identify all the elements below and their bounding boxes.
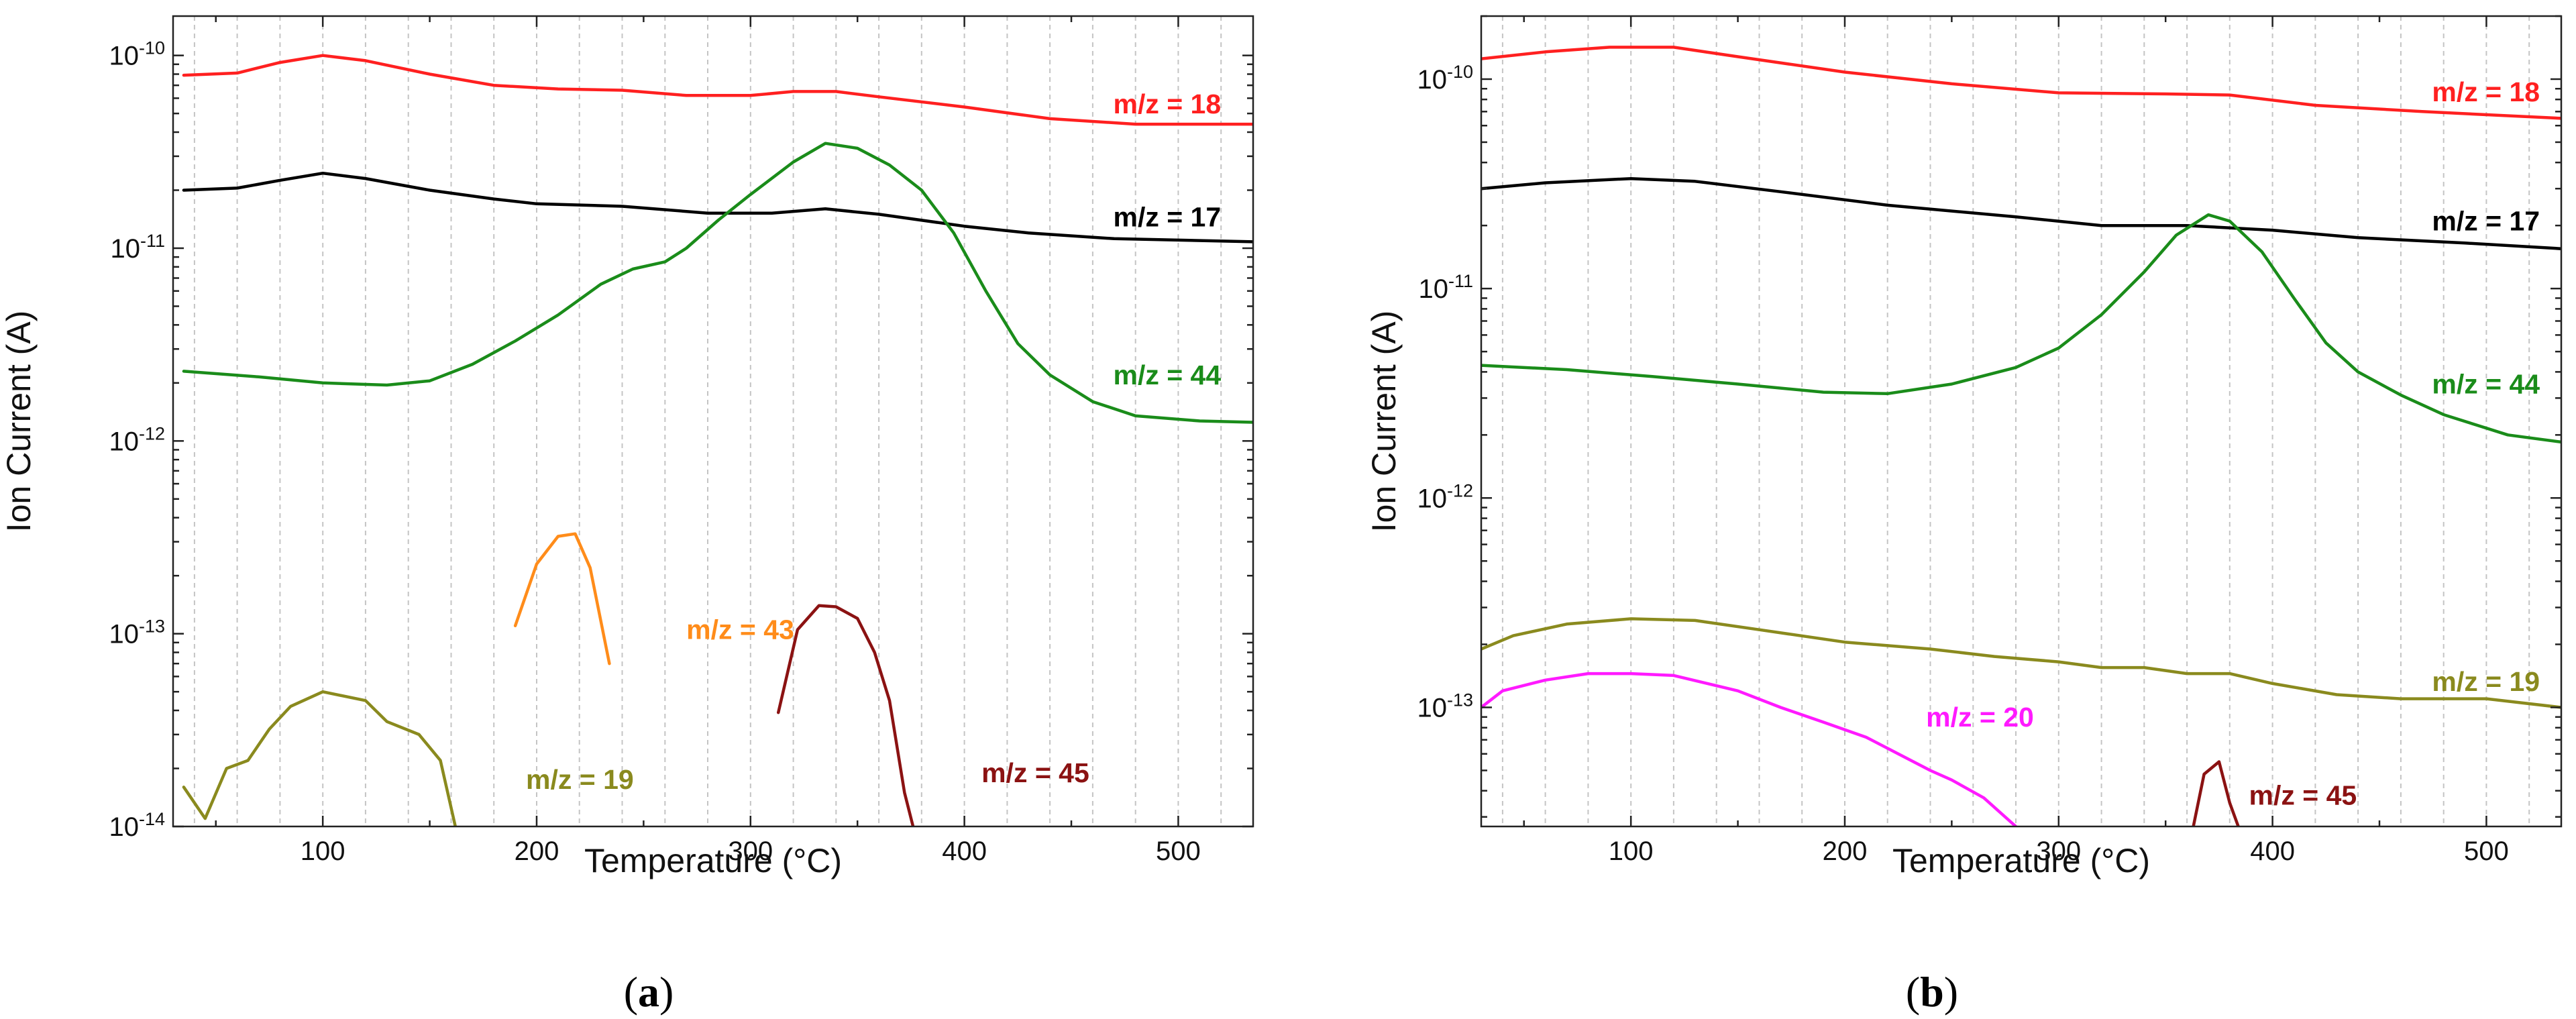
y-tick-label: 10-10 — [109, 38, 165, 71]
series-line-m-z-19 — [1481, 617, 2561, 709]
series-label-m-z-19: m/z = 19 — [2432, 666, 2540, 697]
y-tick-label: 10-11 — [110, 231, 165, 264]
x-tick-label: 300 — [2036, 837, 2081, 866]
series-line-m-z-17 — [1481, 176, 2561, 250]
plot-frame — [1480, 15, 2563, 828]
x-tick-label: 100 — [301, 837, 345, 866]
series-line-m-z-44 — [1481, 213, 2561, 444]
y-tick-label: 10-13 — [1417, 690, 1473, 722]
y-tick-label: 10-11 — [1418, 271, 1473, 304]
series-label-m-z-18: m/z = 18 — [1113, 89, 1221, 119]
panel-a-caption: (a) — [624, 968, 674, 1016]
series-label-m-z-45: m/z = 45 — [2249, 780, 2357, 811]
series-line-m-z-18 — [182, 54, 1253, 126]
y-tick-label: 10-10 — [1417, 62, 1473, 95]
series-line-m-z-45 — [2192, 760, 2240, 826]
series-label-m-z-43: m/z = 43 — [686, 614, 794, 645]
x-axis-title: Temperature (°C) — [584, 842, 842, 879]
plot-frame — [172, 15, 1254, 828]
x-tick-label: 400 — [2250, 837, 2295, 866]
series-label-m-z-19: m/z = 19 — [526, 764, 634, 795]
series-line-m-z-18 — [1481, 46, 2561, 120]
series-line-m-z-43 — [513, 532, 611, 665]
panel-b-caption: (b) — [1906, 968, 1958, 1016]
series-line-m-z-45 — [776, 604, 915, 826]
series-line-m-z-20 — [1481, 672, 2018, 826]
panel-b-chart: 100 200 300 400 500 10-13 10-12 10-11 10-10 Tempe… — [1365, 15, 2563, 879]
series-label-m-z-17: m/z = 17 — [1113, 202, 1221, 233]
series-label-m-z-44: m/z = 44 — [1113, 360, 1221, 390]
series-label-m-z-44: m/z = 44 — [2432, 368, 2540, 399]
y-axis-title: Ion Current (A) — [0, 311, 38, 533]
x-axis-title: Temperature (°C) — [1892, 842, 2150, 879]
series-label-m-z-18: m/z = 18 — [2432, 76, 2540, 107]
series-label-m-z-45: m/z = 45 — [981, 757, 1089, 788]
y-tick-label: 10-13 — [109, 616, 165, 649]
y-tick-label: 10-12 — [109, 423, 165, 456]
x-tick-label: 300 — [728, 837, 773, 866]
series-label-m-z-20: m/z = 20 — [1926, 702, 2034, 733]
y-tick-label: 10-12 — [1417, 480, 1473, 513]
panel-a-chart: 100 200 300 400 500 10-14 10-13 10-12 10-11 10-10… — [0, 15, 1254, 879]
y-tick-label: 10-14 — [109, 809, 165, 842]
x-tick-label: 200 — [1823, 837, 1868, 866]
x-tick-label: 100 — [1609, 837, 1654, 866]
y-axis-title: Ion Current (A) — [1365, 311, 1403, 533]
x-tick-label: 400 — [942, 837, 987, 866]
x-tick-label: 500 — [1156, 837, 1201, 866]
x-tick-label: 500 — [2464, 837, 2509, 866]
series-line-m-z-44 — [182, 142, 1253, 424]
series-label-m-z-17: m/z = 17 — [2432, 206, 2540, 237]
series-line-m-z-19 — [182, 690, 458, 826]
series-line-m-z-17 — [182, 171, 1253, 244]
x-tick-label: 200 — [515, 837, 559, 866]
